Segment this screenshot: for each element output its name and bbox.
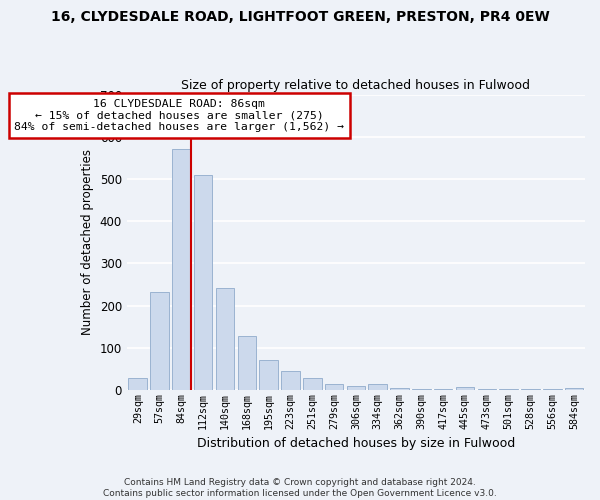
Bar: [412, 389, 431, 390]
Bar: [368, 384, 387, 390]
Bar: [194, 174, 212, 390]
Bar: [303, 378, 322, 390]
Bar: [565, 388, 583, 390]
Bar: [151, 292, 169, 390]
X-axis label: Distribution of detached houses by size in Fulwood: Distribution of detached houses by size …: [197, 437, 515, 450]
Bar: [238, 336, 256, 390]
Text: Contains HM Land Registry data © Crown copyright and database right 2024.
Contai: Contains HM Land Registry data © Crown c…: [103, 478, 497, 498]
Text: 16, CLYDESDALE ROAD, LIGHTFOOT GREEN, PRESTON, PR4 0EW: 16, CLYDESDALE ROAD, LIGHTFOOT GREEN, PR…: [50, 10, 550, 24]
Bar: [456, 386, 474, 390]
Text: 16 CLYDESDALE ROAD: 86sqm
← 15% of detached houses are smaller (275)
84% of semi: 16 CLYDESDALE ROAD: 86sqm ← 15% of detac…: [14, 99, 344, 132]
Bar: [390, 388, 409, 390]
Bar: [347, 386, 365, 390]
Y-axis label: Number of detached properties: Number of detached properties: [81, 149, 94, 335]
Bar: [281, 372, 300, 390]
Title: Size of property relative to detached houses in Fulwood: Size of property relative to detached ho…: [181, 79, 530, 92]
Bar: [128, 378, 147, 390]
Bar: [325, 384, 343, 390]
Bar: [172, 148, 191, 390]
Bar: [216, 288, 235, 390]
Bar: [259, 360, 278, 390]
